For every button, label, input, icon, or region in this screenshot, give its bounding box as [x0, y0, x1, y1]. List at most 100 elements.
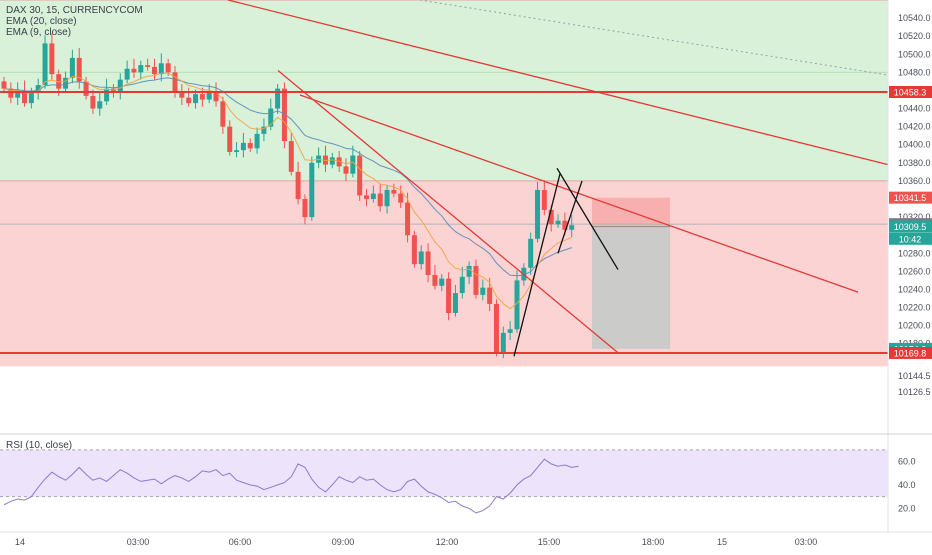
candle: [562, 220, 568, 230]
candle: [405, 202, 411, 236]
price-tick-label: 10440.0: [898, 104, 931, 114]
candle: [459, 276, 465, 294]
candle: [199, 94, 205, 100]
candle: [247, 142, 253, 149]
candle: [1, 81, 7, 89]
candle: [206, 92, 212, 100]
candle: [500, 332, 506, 353]
candle: [104, 88, 110, 102]
candle: [357, 155, 363, 196]
demand-zone: [0, 0, 888, 181]
trendline: [299, 94, 859, 293]
time-tick-label: 14: [15, 537, 25, 547]
candle: [186, 97, 192, 104]
candle: [240, 142, 246, 151]
price-tick-label: 10540.0: [898, 13, 931, 23]
candle: [370, 193, 376, 199]
candle: [83, 81, 89, 96]
candle: [439, 278, 445, 286]
drawing-line: [513, 173, 561, 357]
candle: [131, 68, 137, 73]
candle: [97, 101, 103, 109]
candle: [268, 108, 274, 127]
candle: [364, 195, 370, 199]
candle: [432, 274, 438, 286]
price-label-text: 10169.8: [894, 348, 927, 358]
ema-20-label: EMA (20, close): [6, 16, 77, 27]
price-tick-label: 10220.0: [898, 303, 931, 313]
candle: [281, 88, 287, 142]
price-tick-label: 10144.5: [898, 371, 931, 381]
candle: [254, 133, 260, 149]
price-tick-label: 10420.0: [898, 122, 931, 132]
trendline: [277, 70, 619, 354]
candle: [234, 150, 240, 152]
candle: [487, 287, 493, 304]
ema-9-label: EMA (9, close): [6, 27, 72, 38]
candle: [343, 166, 349, 174]
candle: [227, 126, 233, 152]
price-label-tag: [889, 346, 932, 359]
candle: [473, 265, 479, 295]
candle: [220, 101, 226, 127]
candle: [309, 162, 315, 218]
dotted-trendline: [419, 0, 889, 76]
candle: [350, 155, 356, 174]
candle: [28, 92, 34, 104]
price-label-text: 10309.5: [894, 222, 927, 232]
candle: [302, 199, 308, 218]
rsi-tick-label: 20.0: [898, 503, 916, 513]
candle: [452, 293, 458, 313]
trendline: [227, 0, 889, 166]
price-tick-label: 10500.0: [898, 49, 931, 59]
candle: [295, 171, 301, 199]
ema-20-line: [3, 77, 572, 277]
price-tick-label: 10400.0: [898, 140, 931, 150]
time-tick-label: 03:00: [127, 537, 150, 547]
candle: [446, 278, 452, 313]
candle: [548, 209, 554, 225]
price-label-text: 10341.5: [894, 193, 927, 203]
candle: [528, 238, 534, 268]
time-tick-label: 03:00: [795, 537, 818, 547]
candle: [261, 126, 267, 134]
time-tick-label: 09:00: [332, 537, 355, 547]
candle: [569, 225, 575, 230]
candle: [535, 189, 541, 239]
price-tick-label: 10280.0: [898, 248, 931, 258]
candle: [49, 43, 55, 75]
candle: [514, 280, 520, 330]
price-tick-label: 10126.5: [898, 387, 931, 397]
candle: [288, 141, 294, 172]
candle: [193, 94, 199, 104]
supply-zone: [0, 180, 888, 367]
price-label-tag: [889, 232, 932, 245]
candle: [179, 92, 185, 98]
candle: [425, 251, 431, 275]
rsi-tick-label: 60.0: [898, 457, 916, 467]
candle: [507, 329, 513, 333]
candle: [480, 287, 486, 295]
candle: [384, 189, 390, 207]
candle: [35, 85, 41, 93]
candle: [145, 65, 151, 67]
time-tick-label: 15: [717, 537, 727, 547]
candle: [466, 265, 472, 277]
drawing-line: [557, 180, 583, 254]
rsi-line: [3, 458, 579, 514]
price-tick-label: 10260.0: [898, 266, 931, 276]
candle: [22, 90, 28, 104]
price-tick-label: 10480.0: [898, 67, 931, 77]
candle: [42, 43, 48, 86]
price-label-tag: [889, 191, 932, 204]
time-tick-label: 18:00: [642, 537, 665, 547]
candle: [165, 63, 171, 73]
candle: [158, 63, 164, 75]
price-tick-label: 10360.0: [898, 176, 931, 186]
price-tick-label: 10240.0: [898, 284, 931, 294]
symbol-title: DAX 30, 15, CURRENCYCOM: [6, 5, 143, 16]
candle: [336, 157, 342, 167]
price-tick-label: 10320.0: [898, 212, 931, 222]
